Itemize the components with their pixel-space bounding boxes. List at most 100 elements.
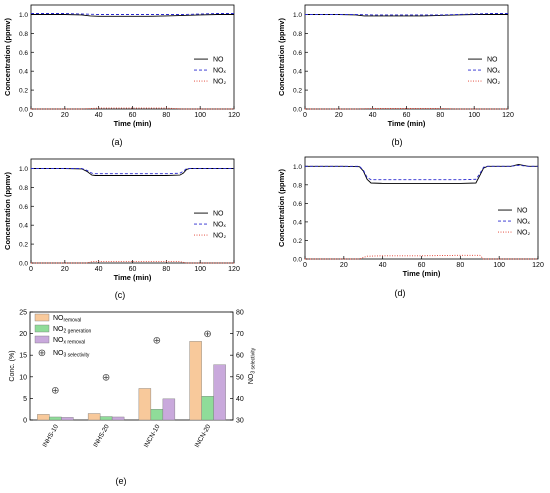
- y-tick-label: 0: [23, 418, 27, 425]
- chart-panel-d: 0 20 40 60 80 100 120 0.0 0.2 0.4 0.6 0.8 1.0 Time (m…: [277, 156, 544, 298]
- x-tick-label: 20: [335, 112, 343, 119]
- y2-tick-label: 60: [236, 353, 244, 360]
- bar: [189, 341, 202, 421]
- legend-label: NO3 selectivity: [53, 350, 90, 359]
- legend-label: NOremoval: [53, 315, 81, 324]
- y-tick-label: 0.6: [293, 50, 302, 57]
- x-tick-label: 100: [468, 112, 480, 119]
- y-tick-label: 20: [19, 331, 27, 338]
- series-line-nox: [31, 13, 234, 15]
- y-tick-label: 0.6: [19, 204, 28, 211]
- bar: [213, 364, 226, 421]
- series-line-nox: [31, 168, 234, 175]
- series-line-no: [31, 14, 234, 17]
- bar: [111, 416, 125, 421]
- series-line-no2: [31, 261, 234, 264]
- x-tick-label: 100: [194, 112, 206, 119]
- x-tick-label: 20: [340, 262, 348, 269]
- y-tick-label: 10: [19, 374, 27, 381]
- legend-label: NO₂: [487, 79, 501, 86]
- y-tick-label: 0.0: [293, 257, 302, 264]
- bar: [138, 388, 152, 421]
- x-tick-label: 80: [456, 262, 464, 269]
- x-tick-label: 120: [228, 112, 240, 119]
- y2-axis-label: NO3 selectivity: [248, 347, 257, 384]
- bar: [201, 396, 214, 421]
- legend-label: NO: [487, 57, 498, 64]
- x-tick-label: 80: [162, 112, 170, 119]
- chart-panel-c: 0 20 40 60 80 100 120 0.0 0.2 0.4 0.6 0.8 1.0 Time (m…: [3, 158, 240, 300]
- x-axis-label: Time (min): [403, 269, 441, 278]
- x-tick-label: 60: [403, 112, 411, 119]
- legend-label: NOₓ: [213, 68, 227, 75]
- x-tick-label: 40: [95, 266, 103, 273]
- panel-caption: (b): [392, 137, 403, 147]
- x-axis-label: Time (min): [114, 273, 152, 282]
- legend-swatch: [34, 313, 50, 322]
- x-tick-label: 100: [194, 266, 206, 273]
- y-axis-label: Concentration (ppmv): [3, 18, 12, 96]
- selectivity-marker: ⊕: [102, 372, 110, 383]
- y-tick-label: 0.2: [293, 88, 302, 95]
- panel-caption: (a): [112, 137, 123, 147]
- y-tick-label: 0.4: [19, 69, 28, 76]
- panel-caption: (e): [116, 476, 127, 486]
- legend-label: NOₓ: [517, 219, 531, 226]
- y-tick-label: 1.0: [293, 12, 302, 19]
- chart-panel-b: 0 20 40 60 80 100 120 0.0 0.2 0.4 0.6 0.8 1.0 Time (m…: [277, 4, 514, 147]
- y2-tick-label: 50: [236, 374, 244, 381]
- bar: [87, 413, 101, 421]
- bar: [162, 398, 176, 421]
- y-tick-label: 25: [19, 310, 27, 317]
- plot-frame: [30, 4, 235, 110]
- plot-frame: [304, 156, 539, 260]
- legend-label: NO: [213, 211, 224, 218]
- y2-tick-label: 80: [236, 310, 244, 317]
- x-tick-label: INHS-20: [92, 423, 111, 448]
- y-tick-label: 0.0: [19, 107, 28, 114]
- y-tick-label: 1.0: [19, 12, 28, 19]
- legend-label: NO: [213, 57, 224, 64]
- y-tick-label: 1.0: [293, 164, 302, 171]
- series-line-no: [31, 168, 234, 176]
- bar: [37, 414, 50, 421]
- x-axis-label: Time (min): [388, 119, 426, 128]
- legend-label: NOₓ: [487, 68, 501, 75]
- legend-marker: ⊕: [38, 348, 46, 359]
- y-tick-label: 0.0: [19, 261, 28, 268]
- y-axis-label: Concentration (ppmv): [277, 169, 286, 247]
- x-tick-label: INHS-10: [42, 423, 61, 448]
- y-tick-label: 0.2: [19, 88, 28, 95]
- plot-frame: [29, 311, 234, 421]
- series-line-no2: [31, 107, 234, 110]
- y-tick-label: 0.4: [19, 223, 28, 230]
- bar: [99, 416, 113, 421]
- y-tick-label: 15: [19, 353, 27, 360]
- series-line-no2: [305, 108, 508, 110]
- x-tick-label: 80: [436, 112, 444, 119]
- y-tick-label: 0.8: [293, 31, 302, 38]
- x-tick-label: 0: [303, 262, 307, 269]
- plot-frame: [30, 158, 235, 264]
- y-tick-label: 1.0: [19, 166, 28, 173]
- series-line-nox: [305, 13, 508, 16]
- x-tick-label: 120: [532, 262, 544, 269]
- selectivity-marker: ⊕: [51, 385, 59, 396]
- bar: [150, 409, 164, 421]
- bar: [49, 416, 62, 421]
- legend-swatch: [34, 335, 50, 344]
- x-tick-label: 80: [162, 266, 170, 273]
- y-tick-label: 0.4: [293, 69, 302, 76]
- x-tick-label: 40: [369, 112, 377, 119]
- chart-panel-e: 0 5 10 15 20 25 30 40 50 60 70 80 Conc. (%) NO3 selec…: [9, 310, 257, 487]
- y-tick-label: 0.0: [293, 107, 302, 114]
- y-tick-label: 0.8: [293, 182, 302, 189]
- legend-swatch: [34, 324, 50, 333]
- x-tick-label: 120: [228, 266, 240, 273]
- y-axis-label: Concentration (ppmv): [3, 172, 12, 250]
- y-axis-label: Conc. (%): [9, 350, 16, 381]
- x-axis-label: Time (min): [114, 119, 152, 128]
- y2-tick-label: 70: [236, 331, 244, 338]
- panel-caption: (d): [395, 288, 406, 298]
